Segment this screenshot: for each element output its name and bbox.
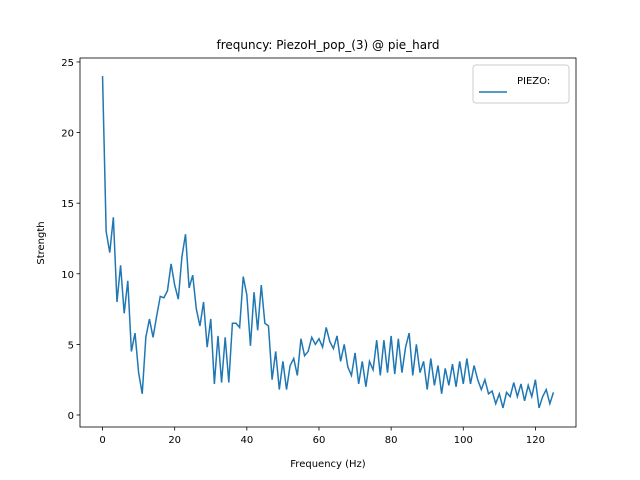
x-tick-label: 100 — [454, 435, 473, 446]
legend-label: PIEZO: — [517, 76, 550, 87]
x-tick-label: 60 — [313, 435, 326, 446]
y-tick-label: 0 — [68, 411, 74, 422]
plot-frame — [79, 57, 577, 428]
legend-box — [472, 64, 570, 104]
y-tick-label: 10 — [61, 270, 74, 281]
line-series — [101, 76, 555, 409]
x-tick-label: 80 — [385, 435, 398, 446]
chart-title: frequncy: PiezoH_pop_(3) @ pie_hard — [217, 38, 440, 52]
x-tick-label: 40 — [240, 435, 253, 446]
y-tick-label: 20 — [61, 129, 74, 140]
x-tick-label: 20 — [168, 435, 181, 446]
y-tick-label: 15 — [61, 199, 74, 210]
y-axis-label: Strength — [36, 221, 47, 264]
x-axis-label: Frequency (Hz) — [290, 459, 366, 470]
y-tick-label: 25 — [61, 58, 74, 69]
y-tick-label: 5 — [68, 340, 74, 351]
x-tick-label: 0 — [99, 435, 105, 446]
x-tick-label: 120 — [526, 435, 545, 446]
